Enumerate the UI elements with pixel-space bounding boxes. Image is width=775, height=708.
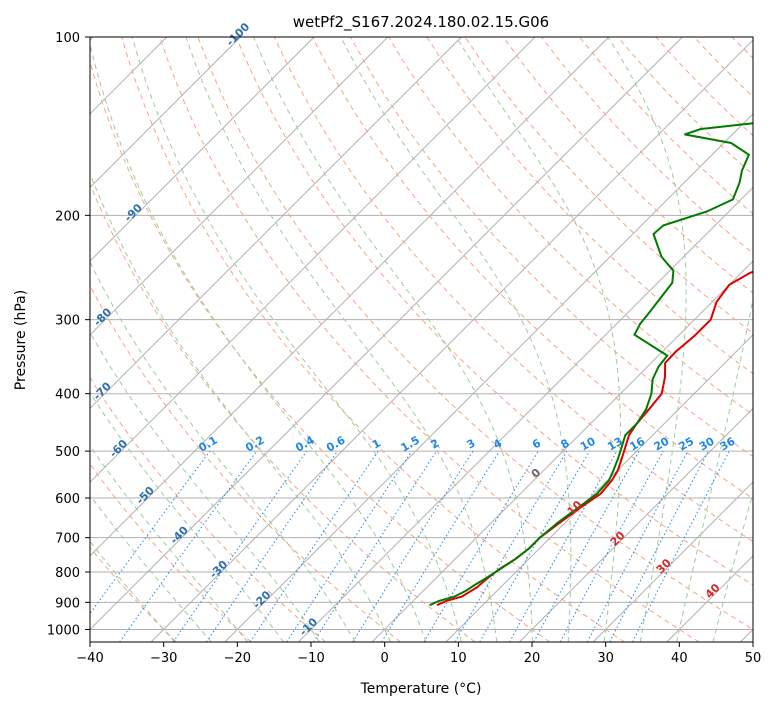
isotherm-line bbox=[90, 37, 536, 483]
dry-adiabat-line bbox=[159, 37, 700, 642]
x-tick-label: −20 bbox=[224, 651, 251, 666]
y-tick-label: 400 bbox=[55, 388, 80, 403]
isotherm-line bbox=[445, 334, 753, 642]
y-axis-label: Pressure (hPa) bbox=[13, 290, 29, 390]
y-tick-label: 300 bbox=[55, 314, 80, 329]
mixing-ratio-line bbox=[559, 450, 664, 642]
x-axis-label: Temperature (°C) bbox=[360, 681, 482, 697]
mixing-ratio-line bbox=[172, 450, 308, 642]
mixing-ratio-line bbox=[249, 450, 379, 642]
mixing-ratio-line bbox=[286, 450, 413, 642]
mixing-ratio-line bbox=[533, 450, 640, 642]
moist-adiabat-line bbox=[90, 445, 248, 642]
isotherm-line bbox=[90, 37, 315, 262]
x-tick-label: −10 bbox=[297, 651, 324, 666]
moist-adiabat-line bbox=[340, 37, 572, 642]
dry-adiabat-line bbox=[235, 37, 753, 586]
x-tick-label: 40 bbox=[671, 651, 688, 666]
y-tick-label: 500 bbox=[55, 445, 80, 460]
dry-adiabat-line bbox=[273, 37, 753, 543]
moist-adiabat-line bbox=[90, 260, 356, 642]
mixing-ratio-line bbox=[509, 450, 618, 642]
isotherm-line bbox=[519, 407, 753, 642]
x-tick-label: 20 bbox=[524, 651, 541, 666]
isotherm-line bbox=[224, 113, 753, 642]
x-tick-label: −30 bbox=[150, 651, 177, 666]
y-tick-label: 800 bbox=[55, 566, 80, 581]
dry-adiabat-line bbox=[90, 284, 401, 642]
moist-adiabat-line bbox=[607, 37, 687, 642]
chart-title: wetPf2_S167.2024.180.02.15.G06 bbox=[293, 13, 549, 32]
isotherm-line bbox=[90, 37, 241, 189]
isotherm-line bbox=[592, 481, 753, 642]
y-tick-label: 100 bbox=[55, 31, 80, 46]
moist-adiabat-line bbox=[131, 37, 462, 642]
isotherm-line bbox=[90, 37, 683, 631]
x-tick-label: 50 bbox=[745, 651, 762, 666]
mixing-ratio-line bbox=[632, 450, 730, 642]
axes: −40 −30 −20 −10 0 10 20 30 40 50 100 200 300 400 500 60… bbox=[47, 31, 761, 666]
x-tick-label: 10 bbox=[450, 651, 467, 666]
isotherm-line bbox=[90, 37, 389, 336]
mixing-ratio-line bbox=[313, 450, 438, 642]
dry-adiabat-line bbox=[90, 463, 252, 642]
moist-adiabat-line bbox=[90, 494, 212, 642]
mixing-ratio-line bbox=[205, 450, 338, 642]
dry-adiabat-line bbox=[388, 37, 753, 416]
mixing-ratio-line bbox=[119, 450, 258, 642]
moist-adiabat-line bbox=[253, 37, 533, 642]
moist-adiabat-line bbox=[90, 391, 285, 642]
dry-adiabat-line bbox=[90, 182, 476, 642]
isotherm-line bbox=[90, 37, 610, 557]
x-tick-label: 30 bbox=[597, 651, 614, 666]
dry-adiabat-line bbox=[121, 37, 625, 642]
dry-adiabat-line bbox=[90, 60, 551, 642]
dry-adiabat-line bbox=[502, 37, 753, 294]
moist-adiabat-line bbox=[90, 172, 392, 642]
mixing-ratio-line bbox=[381, 450, 500, 642]
y-tick-label: 1000 bbox=[47, 623, 80, 638]
x-tick-label: −40 bbox=[76, 651, 103, 666]
mixing-ratio-line bbox=[352, 450, 474, 642]
mixing-ratio-line bbox=[90, 450, 211, 615]
dry-adiabat-line bbox=[90, 546, 177, 642]
isotherm-line bbox=[150, 39, 753, 642]
moist-adiabat-line bbox=[90, 42, 427, 642]
dewpoint-profile-line bbox=[429, 122, 753, 607]
y-tick-label: 900 bbox=[55, 596, 80, 611]
plot-area bbox=[90, 37, 753, 642]
x-tick-label: 0 bbox=[381, 651, 389, 666]
isotherm-line bbox=[371, 260, 753, 642]
isotherm-line bbox=[90, 37, 462, 410]
y-tick-label: 200 bbox=[55, 209, 80, 224]
y-tick-label: 700 bbox=[55, 532, 80, 547]
dry-adiabat-line bbox=[197, 37, 753, 630]
y-tick-label: 600 bbox=[55, 492, 80, 507]
dry-adiabat-line bbox=[90, 376, 327, 642]
plot-frame bbox=[89, 36, 754, 643]
moist-adiabat-line bbox=[90, 540, 176, 642]
